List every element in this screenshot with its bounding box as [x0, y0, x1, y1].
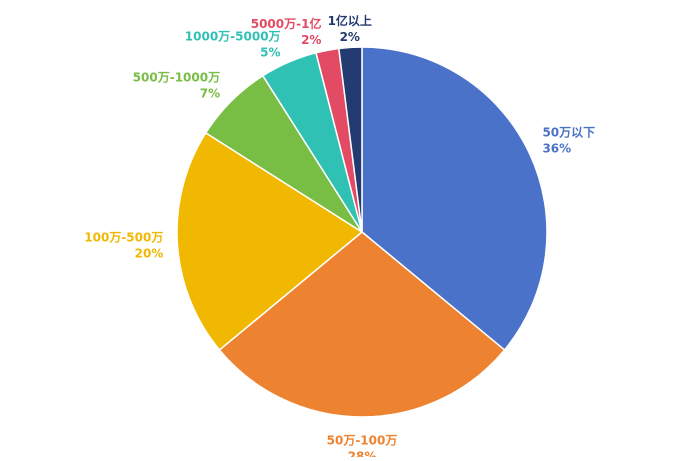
slice-value-label: 7%	[200, 87, 220, 101]
slice-label: 500万-1000万	[133, 71, 220, 85]
slice-value-label: 2%	[340, 30, 360, 44]
slice-label: 1亿以上	[328, 13, 372, 28]
slice-label: 100万-500万	[84, 231, 163, 245]
slice-value-label: 20%	[135, 247, 164, 261]
slice-value-label: 5%	[260, 46, 280, 60]
pie-slice	[337, 46, 363, 233]
slice-label: 1000万-5000万	[185, 30, 281, 44]
slice-label: 50万以下	[542, 125, 595, 139]
pie-slice	[218, 231, 506, 418]
slice-label: 50万-100万	[327, 434, 398, 448]
slice-value-label: 28%	[348, 450, 377, 458]
pie-slice	[176, 131, 364, 351]
pie-slice	[361, 46, 548, 351]
slice-value-label: 36%	[542, 141, 571, 155]
slice-value-label: 2%	[301, 33, 321, 47]
slice-label: 5000万-1亿	[251, 16, 322, 31]
